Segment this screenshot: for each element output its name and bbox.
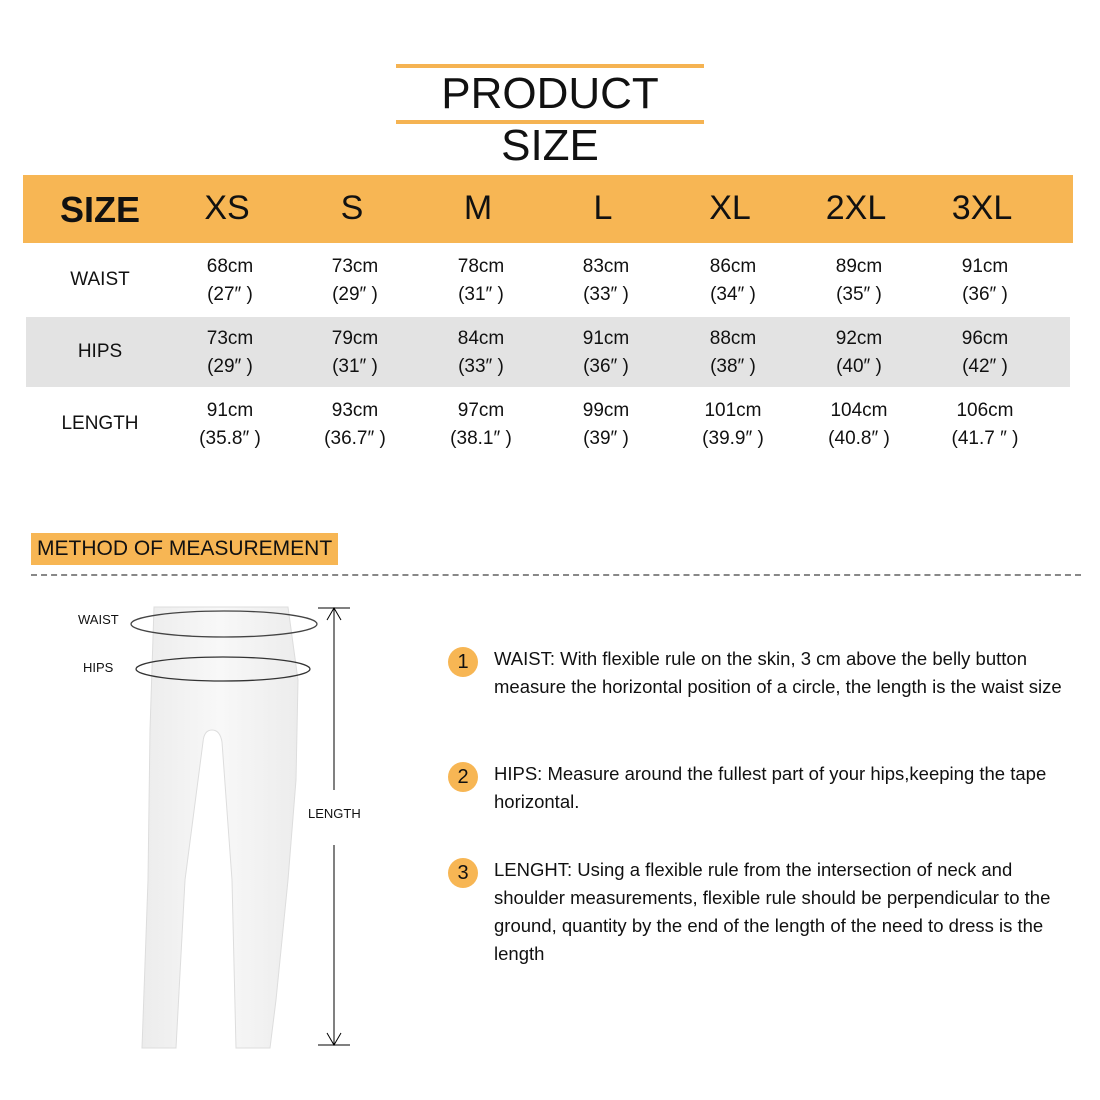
cm-value: 99cm — [582, 400, 630, 421]
step-number-badge: 1 — [448, 647, 478, 677]
hips-tape — [135, 656, 311, 682]
header-s: S — [340, 189, 364, 227]
cm-value: 92cm — [835, 328, 883, 349]
cm-value: 91cm — [961, 256, 1009, 277]
inch-value: (42″ ) — [962, 356, 1008, 377]
row-label: LENGTH — [61, 413, 139, 434]
diagram-hips-label: HIPS — [83, 660, 114, 675]
size-value-cell: 73cm (29″ ) — [170, 325, 290, 381]
step-number-badge: 3 — [448, 858, 478, 888]
cm-value: 88cm — [709, 328, 757, 349]
size-value-cell: 96cm (42″ ) — [925, 325, 1045, 381]
step-text: HIPS: Measure around the fullest part of… — [494, 763, 1047, 812]
inch-value: (29″ ) — [332, 284, 378, 305]
inch-value: (40″ ) — [836, 356, 882, 377]
cm-value: 101cm — [704, 400, 762, 421]
inch-value: (35.8″ ) — [199, 428, 261, 449]
cm-value: 91cm — [206, 400, 254, 421]
cm-value: 106cm — [956, 400, 1014, 421]
size-value-cell: 97cm (38.1″ ) — [421, 397, 541, 453]
size-value-cell: 104cm (40.8″ ) — [799, 397, 919, 453]
inch-value: (31″ ) — [332, 356, 378, 377]
cm-value: 104cm — [830, 400, 888, 421]
size-value-cell: 78cm (31″ ) — [421, 253, 541, 309]
inch-value: (38″ ) — [710, 356, 756, 377]
table-row-length: LENGTH 91cm (35.8″ ) 93cm (36.7″ ) 97cm (38.1″… — [26, 389, 1070, 459]
leggings-image — [141, 606, 299, 1049]
inch-value: (34″ ) — [710, 284, 756, 305]
size-value-cell: 88cm (38″ ) — [673, 325, 793, 381]
size-value-cell: 79cm (31″ ) — [295, 325, 415, 381]
step-text: LENGHT: Using a flexible rule from the i… — [494, 859, 1051, 964]
page-title: PRODUCT SIZE — [396, 64, 704, 170]
cm-value: 79cm — [331, 328, 379, 349]
inch-value: (35″ ) — [836, 284, 882, 305]
divider — [31, 574, 1081, 576]
inch-value: (29″ ) — [207, 356, 253, 377]
size-value-cell: 101cm (39.9″ ) — [673, 397, 793, 453]
size-value-cell: 68cm (27″ ) — [170, 253, 290, 309]
size-value-cell: 99cm (39″ ) — [546, 397, 666, 453]
size-value-cell: 73cm (29″ ) — [295, 253, 415, 309]
cm-value: 91cm — [582, 328, 630, 349]
cm-value: 96cm — [961, 328, 1009, 349]
inch-value: (39.9″ ) — [702, 428, 764, 449]
waist-tape — [130, 610, 318, 638]
inch-value: (36.7″ ) — [324, 428, 386, 449]
inch-value: (33″ ) — [583, 284, 629, 305]
diagram-waist-label: WAIST — [78, 612, 119, 627]
method-heading: METHOD OF MEASUREMENT — [31, 533, 339, 565]
cm-value: 78cm — [457, 256, 505, 277]
header-xs: XS — [204, 189, 250, 227]
size-value-cell: 83cm (33″ ) — [546, 253, 666, 309]
table-row-hips: HIPS 73cm (29″ ) 79cm (31″ ) 84cm (33″ ) 91cm (3… — [26, 317, 1070, 387]
inch-value: (39″ ) — [583, 428, 629, 449]
inch-value: (27″ ) — [207, 284, 253, 305]
size-value-cell: 91cm (36″ ) — [546, 325, 666, 381]
row-label: HIPS — [77, 341, 123, 362]
size-value-cell: 93cm (36.7″ ) — [295, 397, 415, 453]
size-table-header: SIZE XS S M L XL 2XL 3XL — [23, 175, 1073, 243]
header-3xl: 3XL — [951, 189, 1013, 227]
header-2xl: 2XL — [825, 189, 887, 227]
inch-value: (41.7 ″ ) — [951, 428, 1019, 449]
inch-value: (38.1″ ) — [450, 428, 512, 449]
header-m: M — [463, 189, 493, 227]
size-value-cell: 92cm (40″ ) — [799, 325, 919, 381]
inch-value: (36″ ) — [962, 284, 1008, 305]
cm-value: 83cm — [582, 256, 630, 277]
step-number-badge: 2 — [448, 762, 478, 792]
leggings-diagram — [130, 606, 350, 1049]
inch-value: (33″ ) — [458, 356, 504, 377]
header-xl: XL — [709, 189, 751, 227]
size-value-cell: 84cm (33″ ) — [421, 325, 541, 381]
cm-value: 68cm — [206, 256, 254, 277]
inch-value: (31″ ) — [458, 284, 504, 305]
cm-value: 97cm — [457, 400, 505, 421]
size-value-cell: 106cm (41.7 ″ ) — [925, 397, 1045, 453]
row-label: WAIST — [70, 269, 130, 290]
cm-value: 84cm — [457, 328, 505, 349]
header-size: SIZE — [59, 189, 140, 230]
size-value-cell: 89cm (35″ ) — [799, 253, 919, 309]
cm-value: 86cm — [709, 256, 757, 277]
step-text: WAIST: With flexible rule on the skin, 3… — [494, 648, 1062, 697]
size-value-cell: 86cm (34″ ) — [673, 253, 793, 309]
header-l: L — [593, 189, 613, 227]
table-row-waist: WAIST 68cm (27″ ) 73cm (29″ ) 78cm (31″ ) 83cm (… — [26, 245, 1070, 315]
cm-value: 93cm — [331, 400, 379, 421]
cm-value: 73cm — [331, 256, 379, 277]
inch-value: (40.8″ ) — [828, 428, 890, 449]
inch-value: (36″ ) — [583, 356, 629, 377]
size-value-cell: 91cm (35.8″ ) — [170, 397, 290, 453]
cm-value: 89cm — [835, 256, 883, 277]
diagram-length-label: LENGTH — [308, 806, 361, 821]
cm-value: 73cm — [206, 328, 254, 349]
size-value-cell: 91cm (36″ ) — [925, 253, 1045, 309]
